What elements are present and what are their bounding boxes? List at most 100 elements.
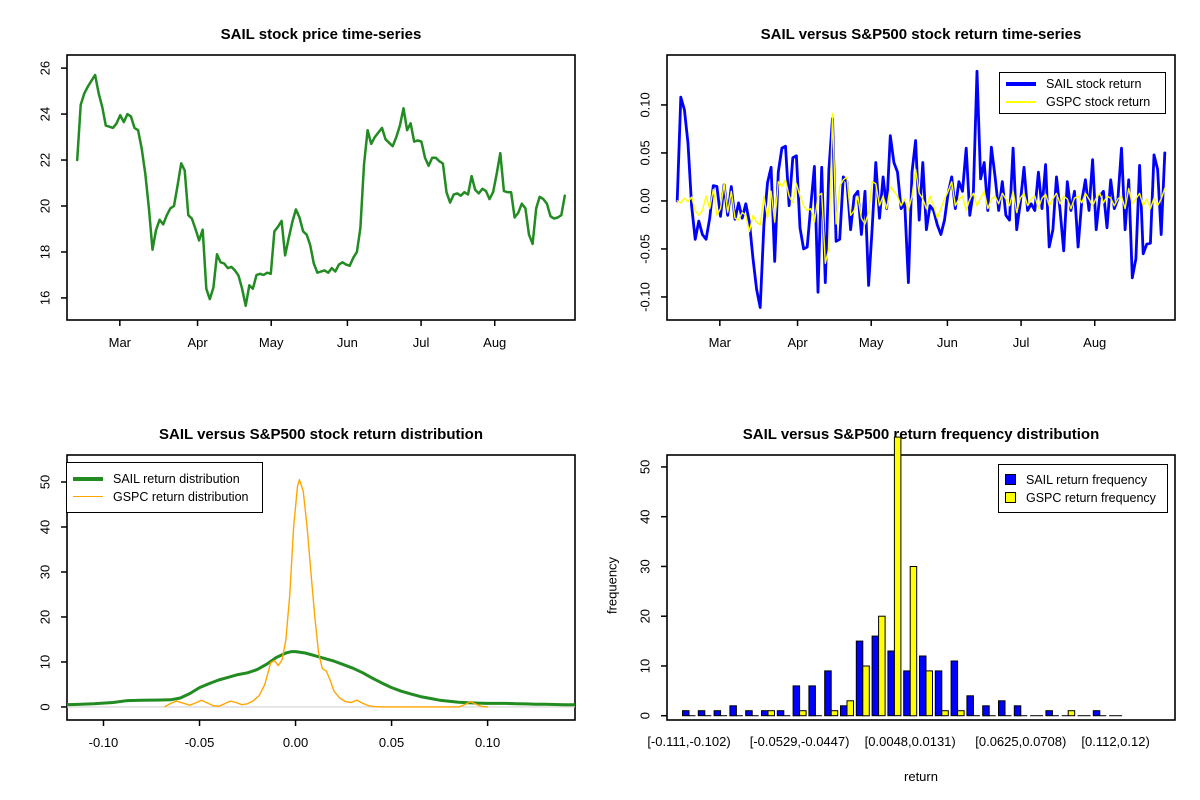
- gspc-return-frequency-bar: [767, 710, 775, 717]
- gspc-return-frequency-bar: [893, 436, 902, 717]
- y-tick-label: 10: [38, 655, 53, 669]
- x-tick-label: May: [859, 335, 884, 350]
- gspc-return-frequency-bar: [862, 665, 870, 717]
- plot-box: [666, 454, 1176, 721]
- plot-box: [666, 54, 1176, 321]
- legend-label: SAIL return frequency: [1026, 472, 1148, 487]
- x-tick-label: Mar: [709, 335, 732, 350]
- gspc-return-frequency-bar: [1067, 710, 1076, 717]
- legend-return-timeseries: SAIL stock return GSPC stock return: [999, 72, 1166, 114]
- legend-label: GSPC return distribution: [113, 489, 249, 504]
- x-tick-label: Jun: [337, 335, 358, 350]
- sail-return-frequency-bar: [824, 670, 832, 717]
- gspc-return-line-swatch: [1006, 101, 1036, 103]
- x-tick-label: Mar: [109, 335, 132, 350]
- gspc-distribution-line-swatch: [73, 495, 103, 498]
- chart-title-return-frequency: SAIL versus S&P500 return frequency dist…: [742, 426, 1100, 443]
- sail-return-frequency-bar: [1092, 710, 1101, 717]
- legend-label: GSPC stock return: [1046, 95, 1151, 109]
- y-tick-label: 0: [638, 712, 653, 719]
- panel-return-timeseries: SAIL versus S&P500 stock return time-ser…: [600, 0, 1200, 400]
- plot-box: [66, 54, 576, 321]
- sail-return-frequency-bar: [903, 670, 911, 717]
- sail-return-frequency-bar: [808, 685, 816, 717]
- sail-return-frequency-bar: [745, 710, 753, 717]
- x-tick-label: 0.00: [283, 735, 308, 750]
- sail-return-frequency-bar: [761, 710, 769, 717]
- legend-item-gspc-distribution: GSPC return distribution: [73, 490, 256, 504]
- sail-distribution-line-swatch: [73, 476, 103, 481]
- legend-label: GSPC return frequency: [1026, 490, 1156, 505]
- sail-return-frequency-bar: [871, 635, 880, 717]
- sail-return-frequency-bar: [950, 660, 959, 717]
- y-tick-label: 0.00: [638, 188, 653, 213]
- sail-frequency-box-swatch: [1005, 474, 1016, 485]
- y-tick-label: -0.10: [638, 282, 653, 312]
- x-tick-label: Aug: [483, 335, 506, 350]
- legend-return-distribution: SAIL return distribution GSPC return dis…: [66, 462, 263, 513]
- x-tick-label: May: [259, 335, 284, 350]
- sail-return-frequency-bar: [919, 655, 927, 717]
- y-tick-label: 50: [38, 475, 53, 489]
- gspc-return-frequency-bar: [941, 710, 949, 717]
- sail-return-frequency-bar: [982, 705, 990, 717]
- chart-title-return-distribution: SAIL versus S&P500 stock return distribu…: [159, 426, 483, 443]
- sail-stock-return-line: [675, 69, 1167, 309]
- panel-price-timeseries: SAIL stock price time-series 16 18 20 22 24 2…: [0, 0, 600, 400]
- legend-item-sail-return: SAIL stock return: [1006, 77, 1159, 91]
- x-tick-label: Jul: [1013, 335, 1030, 350]
- y-axis-label-frequency: frequency: [604, 556, 620, 615]
- bin-label: [-0.111,-0.102): [647, 734, 730, 749]
- x-tick-label: 0.05: [379, 735, 404, 750]
- y-tick-label: 50: [638, 460, 653, 474]
- y-tick-label: 0: [38, 703, 53, 710]
- plot-box: [66, 454, 576, 721]
- y-tick-label: 20: [638, 609, 653, 623]
- sail-return-frequency-bar: [998, 700, 1006, 717]
- gspc-return-distribution-line: [164, 478, 489, 708]
- x-tick-label: Apr: [787, 335, 808, 350]
- panel-return-distribution: SAIL versus S&P500 stock return distribu…: [0, 400, 600, 800]
- sail-return-frequency-bar: [1045, 710, 1053, 717]
- panel-return-frequency: SAIL versus S&P500 return frequency dist…: [600, 400, 1200, 800]
- sail-return-frequency-bar: [792, 685, 801, 717]
- y-tick-label: 30: [638, 559, 653, 573]
- sail-return-frequency-bar: [966, 695, 974, 717]
- bin-label: [-0.0529,-0.0447): [750, 734, 850, 749]
- y-tick-label: 0.05: [638, 140, 653, 165]
- sail-return-frequency-bar: [887, 650, 895, 717]
- gspc-return-frequency-bar: [925, 670, 933, 717]
- gspc-return-frequency-bar: [909, 566, 918, 717]
- y-tick-label: 16: [38, 291, 53, 305]
- x-tick-label: Jun: [937, 335, 958, 350]
- return-timeseries-chart: 0.10 0.05 0.00 -0.05 -0.10 Mar Apr May Jun Jul Aug: [638, 54, 1176, 350]
- sail-return-frequency-bar: [713, 710, 722, 717]
- x-tick-label: 0.10: [475, 735, 500, 750]
- gspc-stock-return-line: [676, 112, 1166, 265]
- gspc-return-frequency-bar: [830, 710, 839, 717]
- sail-return-frequency-bar: [776, 710, 785, 717]
- sail-return-frequency-bar: [729, 705, 737, 717]
- x-tick-label: -0.10: [89, 735, 119, 750]
- legend-return-frequency: SAIL return frequency GSPC return freque…: [998, 464, 1168, 513]
- legend-item-sail-distribution: SAIL return distribution: [73, 472, 256, 486]
- return-distribution-chart: 0 10 20 30 40 50 -0.10 -0.05 0.00 0.05 0.10: [38, 454, 576, 750]
- return-frequency-chart: 0 10 20 30 40 50 [-0.111,-0.102) [-0.0529,-0.04…: [638, 436, 1176, 749]
- legend-item-gspc-frequency: GSPC return frequency: [1005, 491, 1161, 505]
- y-tick-label: 22: [38, 153, 53, 167]
- y-tick-label: 20: [38, 610, 53, 624]
- y-tick-label: 26: [38, 61, 53, 75]
- bin-label: [0.0048,0.0131): [865, 734, 956, 749]
- y-tick-label: 40: [38, 520, 53, 534]
- sail-return-frequency-bar: [855, 640, 864, 717]
- bin-label: [0.112,0.12): [1081, 734, 1149, 749]
- gspc-frequency-box-swatch: [1005, 492, 1016, 503]
- sail-return-frequency-bar: [934, 670, 943, 717]
- y-tick-label: 20: [38, 199, 53, 213]
- sail-return-frequency-bar: [682, 710, 690, 717]
- legend-item-gspc-return: GSPC stock return: [1006, 95, 1159, 109]
- sail-stock-price-line: [75, 73, 567, 308]
- sail-return-frequency-bar: [697, 710, 706, 717]
